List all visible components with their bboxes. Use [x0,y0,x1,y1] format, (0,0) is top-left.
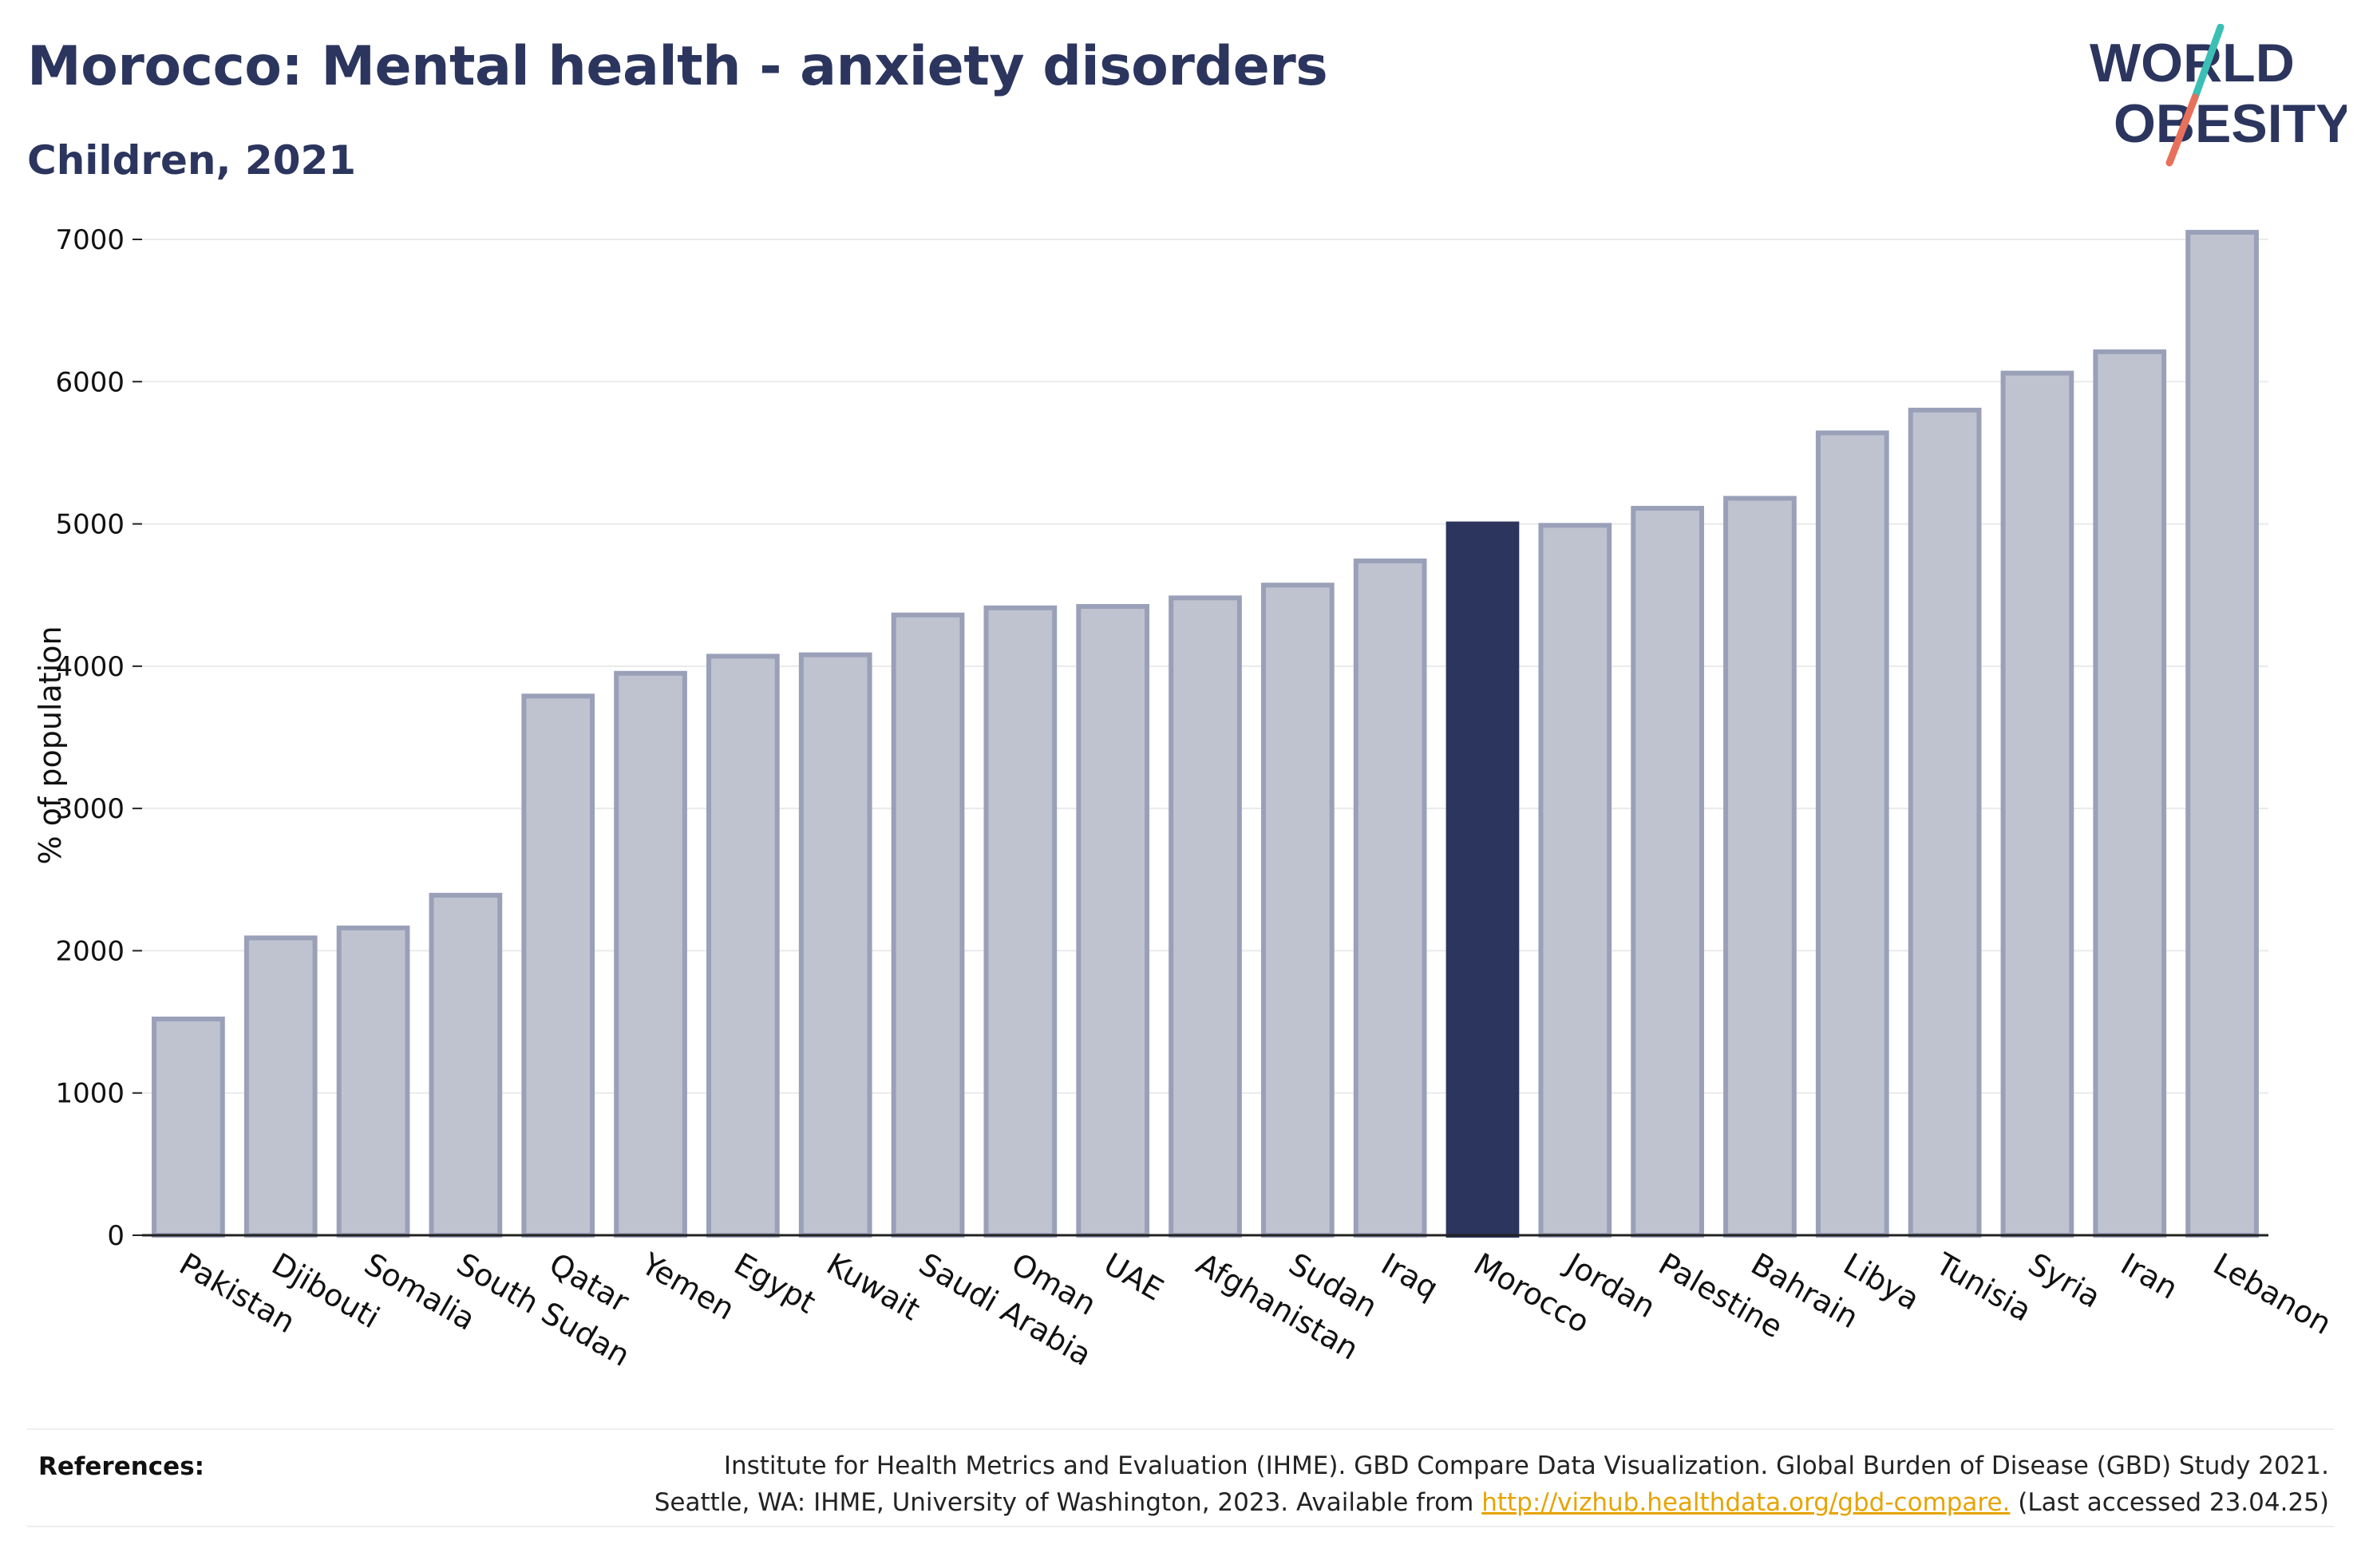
bar [1169,595,1242,1238]
logo-line-2: OBESITY [2114,93,2347,154]
bar [243,935,318,1238]
logo-line-1: WORLD [2090,33,2295,93]
references-link[interactable]: http://vizhub.healthdata.org/gbd-compare… [1481,1488,2011,1517]
bar [2000,370,2074,1238]
y-tick-label: 3000 [55,793,125,825]
world-obesity-logo: WORLD OBESITY [2090,24,2347,167]
y-tick-label: 2000 [55,935,125,967]
logo-slash-top [2191,24,2225,101]
references-line-2-suffix: (Last accessed 23.04.25) [2010,1488,2329,1517]
bar [1908,407,1982,1238]
bar [1076,603,1150,1238]
bar [1815,430,1889,1238]
y-axis-label: % of population [33,626,68,864]
y-tick-label: 1000 [55,1078,125,1110]
x-tick-label: Egypt [728,1246,821,1321]
bar [1723,496,1797,1238]
y-tick-label: 0 [107,1220,125,1252]
references-line-2: Seattle, WA: IHME, University of Washing… [655,1484,2329,1521]
x-tick-label: Kuwait [821,1246,926,1328]
references-label: References: [38,1452,205,1481]
x-tick-label: Lebanon [2208,1246,2338,1341]
x-tick-label: UAE [1098,1246,1169,1308]
page-subtitle: Children, 2021 [27,137,357,184]
bar [2185,230,2259,1238]
y-tick-label: 5000 [55,509,125,541]
bar [1538,523,1612,1238]
x-tick-label: Yemen [635,1246,741,1327]
bar [1631,505,1704,1238]
references-line-2-prefix: Seattle, WA: IHME, University of Washing… [654,1488,1482,1517]
bar [2093,349,2167,1238]
bar [521,693,595,1238]
bar [798,652,872,1238]
references-text: Institute for Health Metrics and Evaluat… [655,1448,2329,1521]
y-tick-label: 4000 [55,651,125,683]
logo-slash-bottom [2165,93,2199,167]
bar [614,670,687,1238]
bar [1353,558,1427,1238]
bar [706,654,780,1238]
x-tick-label: Iraq [1375,1246,1444,1306]
references-line-1: Institute for Health Metrics and Evaluat… [723,1451,2329,1480]
bar [1260,583,1335,1238]
bar [891,612,965,1238]
x-tick-label: Iran [2115,1246,2184,1306]
bar [336,925,410,1238]
bar-chart: 0 1000 2000 3000 4000 5000 6000 7000 % of popula… [33,224,2338,1373]
bar [429,892,503,1238]
x-tick-label: Tunisia [1929,1246,2037,1329]
y-tick-label: 7000 [55,224,125,256]
y-tick-label: 6000 [55,366,125,398]
x-tick-label: Syria [2023,1246,2106,1315]
bar [983,605,1058,1238]
references-divider-top [27,1428,2334,1430]
bar-highlight [1445,521,1520,1238]
references-divider-bottom [27,1526,2334,1527]
bar [152,1017,225,1238]
page-title: Morocco: Mental health - anxiety disorde… [27,35,1328,98]
